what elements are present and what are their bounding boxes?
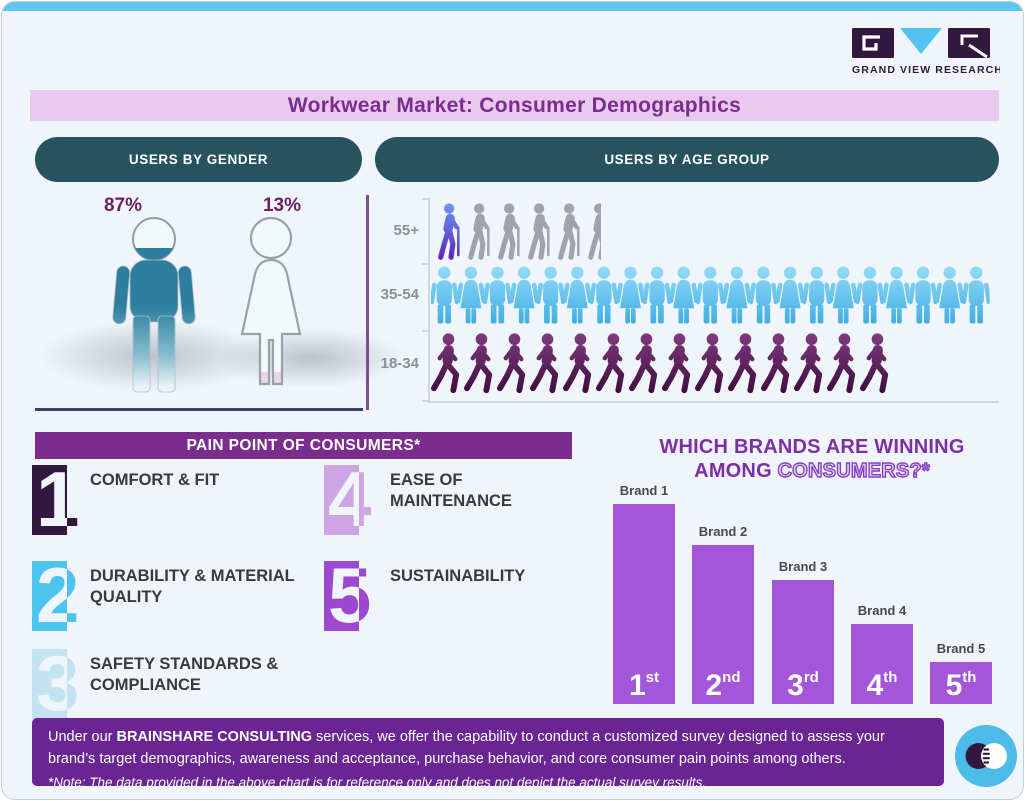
pain-point-item-label: COMFORT & FIT (90, 471, 220, 489)
users-by-gender-header: USERS BY GENDER (35, 137, 362, 182)
female-figure-icon (240, 216, 302, 386)
svg-text:5: 5 (328, 558, 371, 634)
pain-point-item-icon: 44 (324, 455, 382, 543)
grand-view-research-logo-icon: GRAND VIEW RESEARCH (852, 28, 1000, 76)
bar-brand-label: Brand 2 (698, 524, 748, 539)
footer-note: *Note: The data provided in the above ch… (48, 774, 707, 790)
pain-point-item-icon: 33 (32, 639, 90, 727)
age-axis-tick (422, 400, 430, 402)
pain-point-number-icon: 11 (32, 455, 79, 543)
svg-text:1: 1 (36, 462, 79, 538)
logo-text: GRAND VIEW RESEARCH (852, 64, 1000, 76)
bar-rank-label: 4th (866, 669, 898, 702)
pain-point-item-icon: 11 (32, 455, 90, 543)
age-axis-tick (422, 198, 430, 200)
svg-text:2: 2 (36, 558, 79, 634)
male-percentage: 87% (103, 195, 143, 216)
pain-point-number-icon: 33 (32, 639, 79, 727)
age-axis-tick (422, 330, 430, 332)
age-row-icons-elderly-with-cane-icon (436, 200, 601, 262)
male-figure-shadow (38, 320, 268, 392)
brainshare-venn-icon (955, 725, 1017, 787)
footer-text-prefix: Under our (48, 729, 117, 745)
users-by-age-group-header: USERS BY AGE GROUP (375, 137, 999, 182)
bar-rank-label: 1st (628, 669, 660, 702)
bar-rank-label: 2nd (705, 669, 741, 702)
pain-point-item-icon: 55 (324, 551, 382, 639)
female-percentage: 13% (262, 195, 302, 216)
age-row-label: 18-34 (380, 355, 419, 372)
brand-bar: 2nd (692, 545, 754, 704)
svg-text:3: 3 (36, 646, 79, 722)
page-title: Workwear Market: Consumer Demographics (287, 93, 742, 117)
brands-title-line1: WHICH BRANDS ARE WINNING (659, 436, 965, 458)
pain-points-header: PAIN POINT OF CONSUMERS* (35, 432, 572, 459)
pain-point-item-label: DURABILITY & MATERIAL QUALITY (90, 567, 295, 607)
age-row-label: 35-54 (380, 286, 419, 303)
bar-rank-label: 3rd (787, 669, 819, 702)
svg-text:4: 4 (328, 462, 371, 538)
pain-points-header-label: PAIN POINT OF CONSUMERS* (186, 436, 421, 454)
age-row-label: 55+ (393, 222, 419, 239)
users-by-age-group-label: USERS BY AGE GROUP (604, 152, 770, 167)
bar-brand-label: Brand 3 (778, 559, 828, 574)
gender-age-divider (366, 195, 369, 410)
bar-brand-label: Brand 1 (619, 483, 669, 498)
brands-title-solid: AMONG (694, 460, 772, 482)
brands-title: WHICH BRANDS ARE WINNING AMONG CONSUMERS… (622, 435, 1002, 483)
pain-point-number-icon: 22 (32, 551, 79, 639)
pain-point-item-label: SAFETY STANDARDS & COMPLIANCE (90, 655, 279, 695)
age-axis-tick (422, 263, 430, 265)
footer-text-brainshare: BRAINSHARE CONSULTING (116, 729, 312, 745)
age-baseline (428, 401, 999, 403)
brand-bar: 1st (613, 504, 675, 704)
male-figure-icon (112, 217, 196, 393)
brands-title-outline: CONSUMERS?* (777, 459, 930, 482)
age-axis (428, 198, 430, 403)
pain-point-item-icon: 22 (32, 551, 90, 639)
page-title-banner: Workwear Market: Consumer Demographics (30, 90, 999, 121)
female-figure-shadow (216, 328, 406, 388)
bar-brand-label: Brand 5 (936, 641, 986, 656)
brand-bar: 5th (930, 662, 992, 704)
users-by-gender-label: USERS BY GENDER (128, 152, 269, 167)
footer-text: Under our BRAINSHARE CONSULTING services… (48, 727, 928, 771)
pain-point-number-icon: 55 (324, 551, 371, 639)
brands-title-line2: AMONG CONSUMERS?* (622, 459, 1002, 483)
gender-baseline (35, 408, 363, 411)
pain-point-item-label: EASE OF MAINTENANCE (390, 471, 512, 511)
pain-point-item-label: SUSTAINABILITY (390, 567, 526, 585)
top-accent-strip (2, 2, 1023, 11)
footer-banner: Under our BRAINSHARE CONSULTING services… (32, 718, 944, 790)
brand-bar: 3rd (772, 580, 834, 704)
pain-point-number-icon: 44 (324, 455, 371, 543)
bar-rank-label: 5th (945, 669, 977, 702)
age-row-icons-young-walking-icon (431, 331, 893, 397)
bar-brand-label: Brand 4 (857, 603, 907, 618)
age-row-icons-adult-standing-icon (431, 265, 990, 325)
brand-bar: 4th (851, 624, 913, 704)
footer-text-rest: services, we offer the capability to con… (48, 729, 885, 767)
